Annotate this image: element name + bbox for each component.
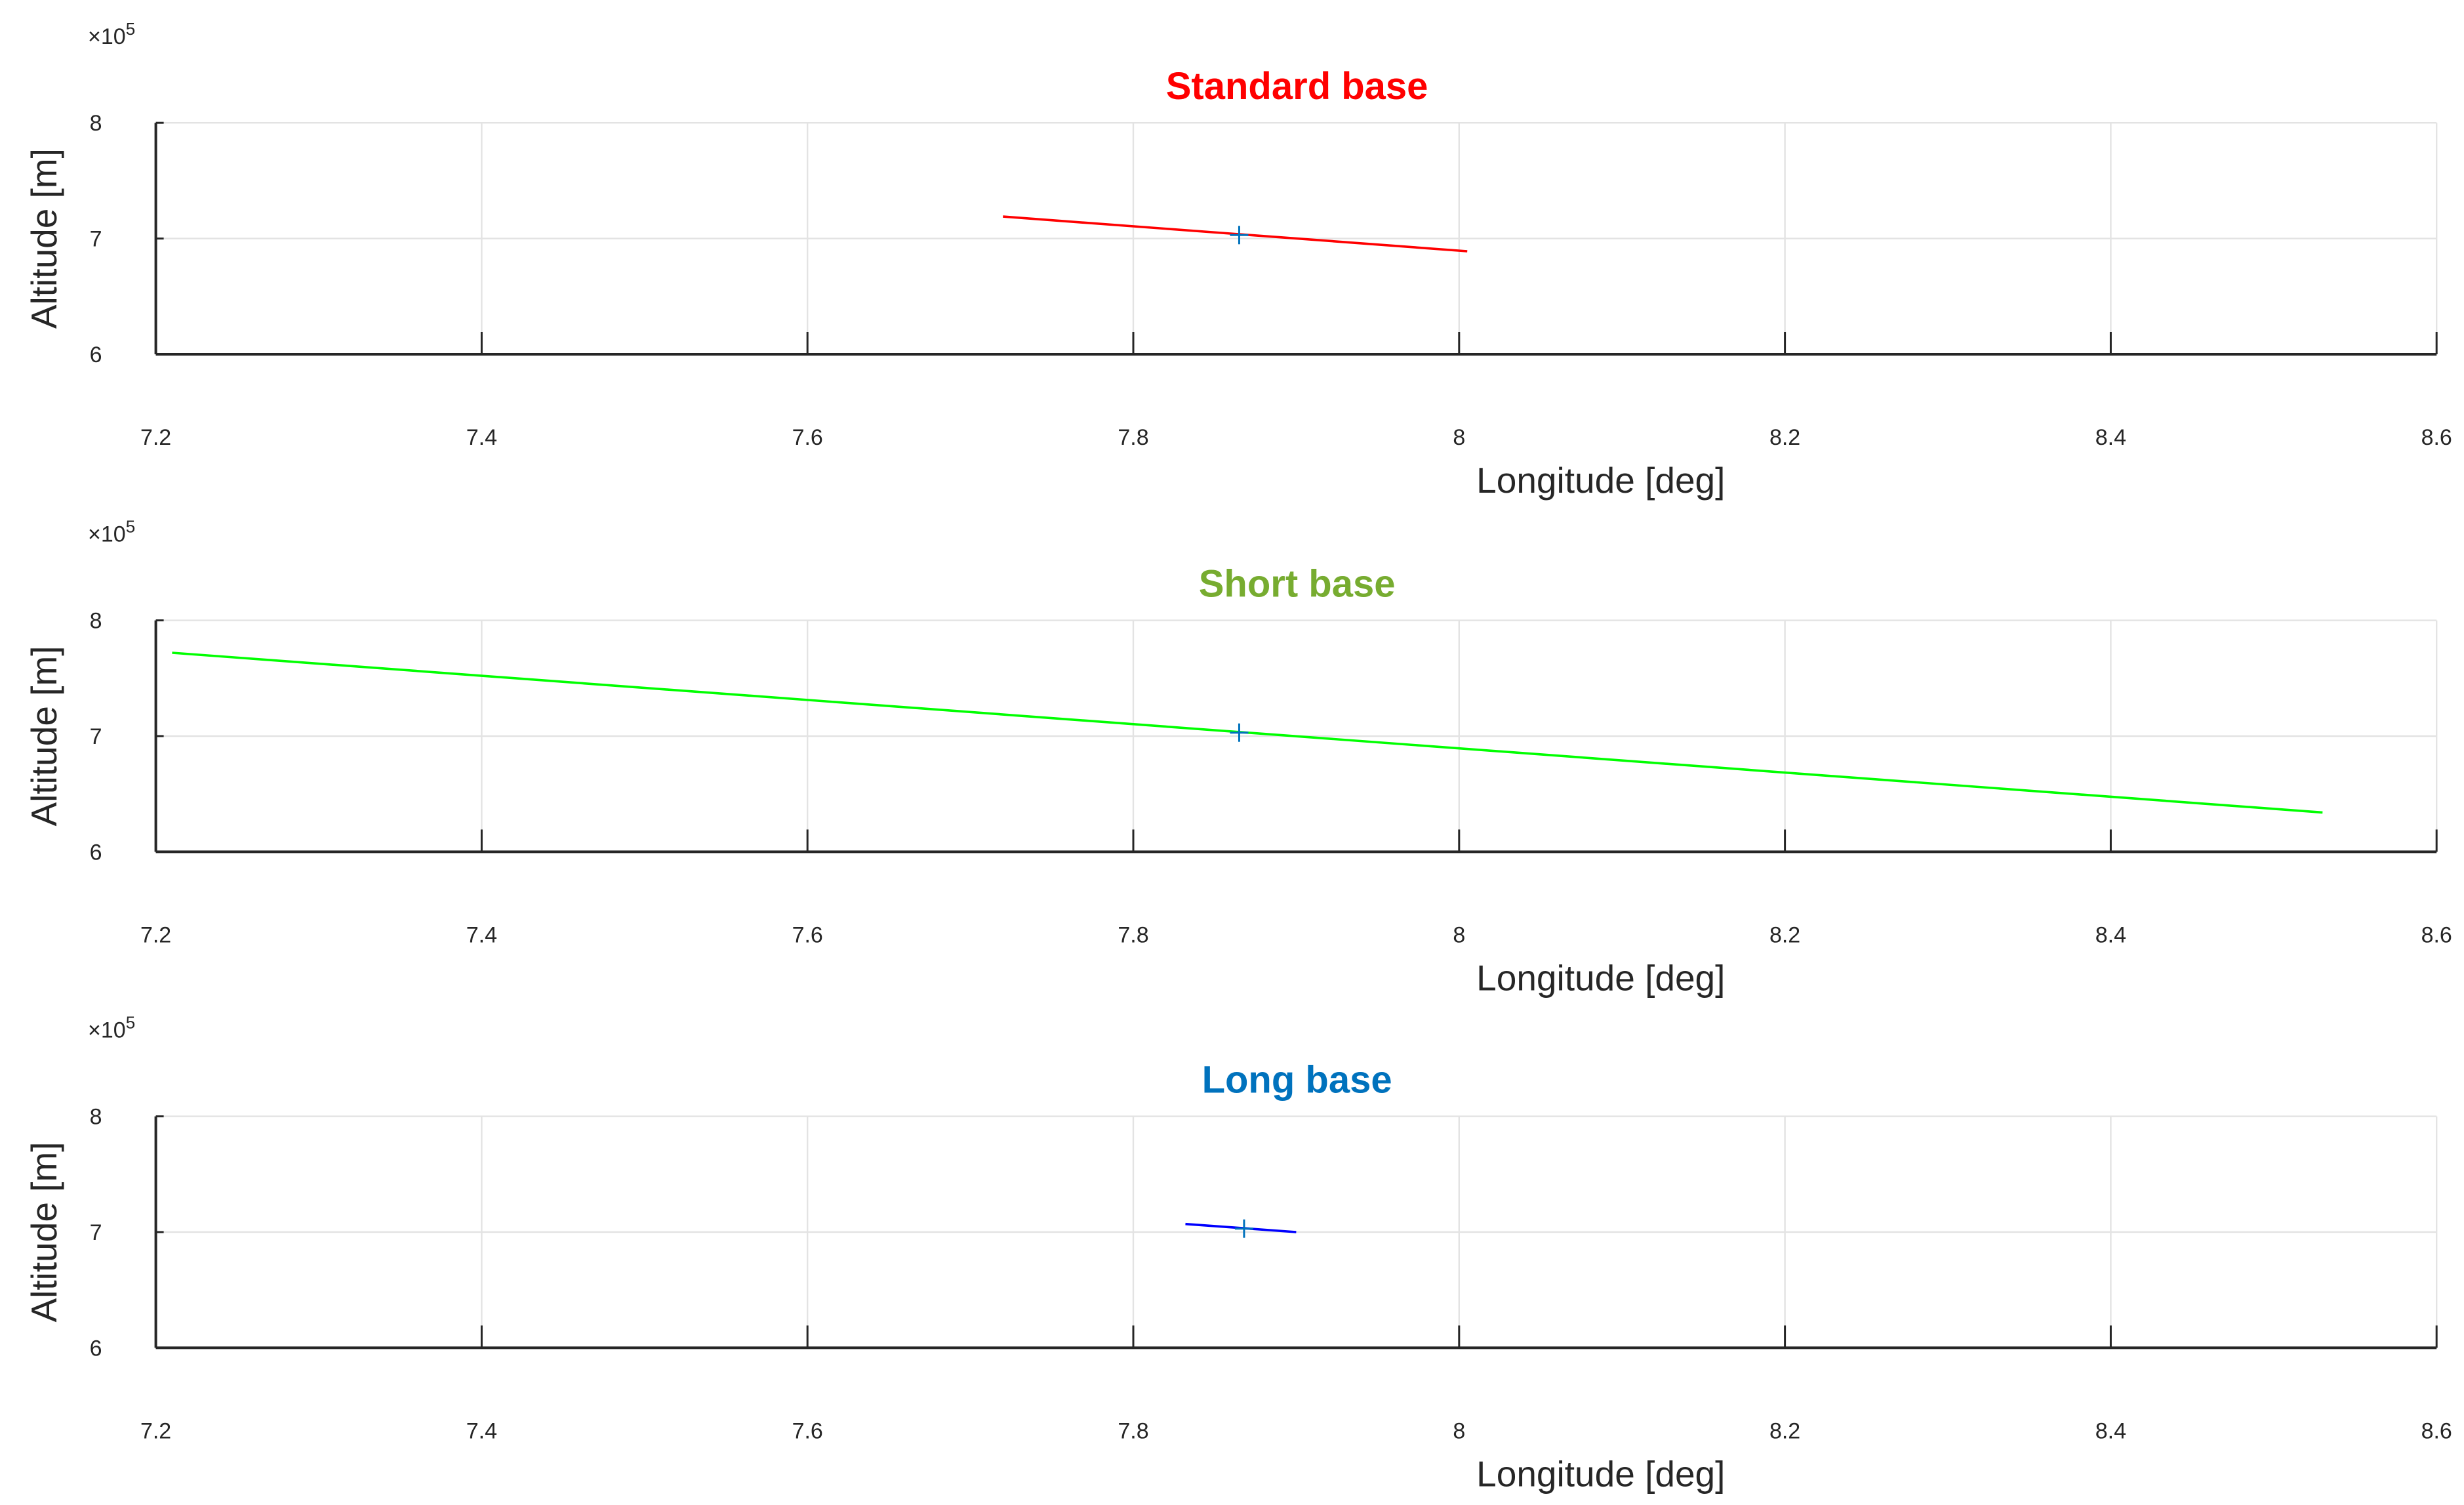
subplot-1: 7.2 7.4 7.6 7.8 8 8.2 8.4 8.6 6 7 8 ×105 Standard ba… xyxy=(24,19,2452,501)
x-tick-label: 8.2 xyxy=(1769,425,1800,450)
x-tick-label: 8.6 xyxy=(2421,425,2452,450)
y-tick-label: 6 xyxy=(90,342,102,367)
x-tick-label: 8.6 xyxy=(2421,922,2452,947)
y-tick-label: 7 xyxy=(90,724,102,749)
x-tick-label: 8.2 xyxy=(1769,922,1800,947)
plus-marker xyxy=(1234,1219,1253,1238)
y-tick-label: 7 xyxy=(90,227,102,252)
x-tick-label: 8 xyxy=(1453,1418,1465,1443)
y-tick-label: 8 xyxy=(90,111,102,136)
x-tick-label: 8.4 xyxy=(2095,425,2126,450)
subplot-2: 7.2 7.4 7.6 7.8 8 8.2 8.4 8.6 6 7 8 ×105 Short base A… xyxy=(24,517,2452,999)
x-tick-label: 8.4 xyxy=(2095,922,2126,947)
y-tick-label: 6 xyxy=(90,1336,102,1361)
y-exponent-label: ×105 xyxy=(88,1013,135,1043)
x-tick-label: 7.6 xyxy=(792,1418,823,1443)
y-exponent-label: ×105 xyxy=(88,19,135,49)
y-tick-label: 7 xyxy=(90,1220,102,1245)
x-tick-label: 7.2 xyxy=(140,425,171,450)
x-tick-label: 8.6 xyxy=(2421,1418,2452,1443)
y-axis-label: Altitude [m] xyxy=(24,1142,64,1322)
series-line-0 xyxy=(1003,215,1468,253)
x-axis-label: Longitude [deg] xyxy=(1476,957,1725,998)
x-tick-label: 7.6 xyxy=(792,922,823,947)
x-tick-label: 7.2 xyxy=(140,1418,171,1443)
x-axis-label: Longitude [deg] xyxy=(1476,1453,1725,1494)
plus-marker xyxy=(1230,723,1249,742)
x-tick-label: 8 xyxy=(1453,922,1465,947)
y-tick-label: 6 xyxy=(90,840,102,865)
x-tick-label: 7.4 xyxy=(466,1418,497,1443)
x-tick-label: 8.4 xyxy=(2095,1418,2126,1443)
x-tick-label: 7.2 xyxy=(140,922,171,947)
x-tick-label: 7.8 xyxy=(1118,922,1148,947)
x-tick-label: 7.6 xyxy=(792,425,823,450)
chart-title: Short base xyxy=(1199,563,1396,606)
x-axis-label: Longitude [deg] xyxy=(1476,460,1725,501)
subplot-3: 7.2 7.4 7.6 7.8 8 8.2 8.4 8.6 6 7 8 ×105 Long base Al… xyxy=(24,1013,2452,1495)
y-exponent-label: ×105 xyxy=(88,517,135,547)
x-tick-label: 7.4 xyxy=(466,425,497,450)
plus-marker xyxy=(1230,226,1249,245)
x-tick-label: 8.2 xyxy=(1769,1418,1800,1443)
x-tick-label: 7.8 xyxy=(1118,425,1148,450)
chart-title: Long base xyxy=(1202,1059,1392,1102)
x-tick-label: 7.4 xyxy=(466,922,497,947)
chart-title: Standard base xyxy=(1166,65,1428,108)
x-tick-label: 8 xyxy=(1453,425,1465,450)
y-tick-label: 8 xyxy=(90,609,102,634)
x-tick-label: 7.8 xyxy=(1118,1418,1148,1443)
y-axis-label: Altitude [m] xyxy=(24,646,64,826)
y-axis-label: Altitude [m] xyxy=(24,148,64,329)
y-tick-label: 8 xyxy=(90,1105,102,1130)
